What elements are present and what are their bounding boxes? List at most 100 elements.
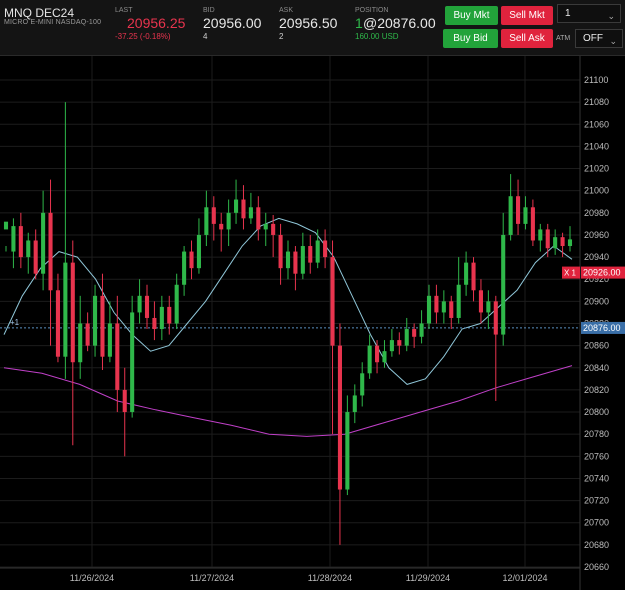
- candle-body: [234, 199, 239, 213]
- candle-body: [26, 240, 31, 258]
- candle-body: [360, 373, 365, 396]
- candle-body: [389, 340, 394, 352]
- price-tick-label: 20800: [584, 407, 609, 417]
- buy-bid-button[interactable]: Buy Bid: [443, 29, 498, 48]
- candle-body: [501, 234, 506, 335]
- candle-body: [78, 323, 83, 363]
- price-tick-label: 21100: [584, 75, 608, 85]
- last-change: -37.25 (-0.18%): [115, 32, 171, 41]
- candle-body: [486, 301, 491, 313]
- candle-body: [219, 223, 224, 230]
- candle-body: [130, 312, 135, 413]
- candle-body: [308, 246, 313, 263]
- price-chart[interactable]: 20660 20680 20700 20720 20740 20760 20780 20800…: [0, 56, 625, 590]
- atm-select[interactable]: OFF ⌄: [575, 29, 623, 48]
- candle-body: [345, 412, 350, 490]
- price-tick-label: 20920: [584, 274, 609, 284]
- candle-body: [204, 207, 209, 235]
- current-marker-badge: [562, 266, 580, 279]
- candle-body: [182, 251, 187, 285]
- price-tick-label: 20780: [584, 429, 609, 439]
- price-tick-label: 21020: [584, 164, 609, 174]
- price-tick-label: 20700: [584, 518, 609, 528]
- chevron-down-icon: ⌄: [607, 11, 615, 21]
- price-tick-label: 20660: [584, 562, 609, 572]
- last-label: LAST: [115, 7, 133, 14]
- candle-body: [493, 301, 498, 335]
- current-price-badge: [581, 266, 625, 279]
- candle-body: [397, 340, 402, 346]
- candle-body: [293, 251, 298, 274]
- candle-body: [211, 207, 216, 224]
- moving-average-short-line: [3, 217, 573, 385]
- candle-body: [560, 237, 565, 247]
- candle-body: [248, 207, 253, 219]
- candle-body: [471, 262, 476, 291]
- candle-body: [464, 262, 469, 285]
- price-chart-canvas[interactable]: 20660 20680 20700 20720 20740 20760 20780 20800…: [0, 56, 625, 590]
- atm-label: ATM: [556, 35, 571, 42]
- price-tick-label: 20900: [584, 296, 609, 306]
- price-tick-label: 20960: [584, 230, 609, 240]
- candle-body: [196, 234, 201, 269]
- candle-body: [48, 212, 53, 291]
- candle-body: [404, 329, 409, 346]
- time-tick-label: 11/26/2024: [70, 573, 114, 583]
- candle-body: [278, 234, 283, 269]
- candle-body: [137, 295, 142, 313]
- candle-body: [352, 395, 357, 413]
- quantity-value: 1: [565, 8, 571, 19]
- candle-body: [107, 323, 112, 357]
- bid-price: 20956.00: [203, 15, 262, 31]
- candle-body: [367, 345, 372, 374]
- candle-body: [315, 240, 320, 263]
- price-tick-label: 20720: [584, 496, 609, 506]
- candle-body: [11, 226, 16, 252]
- time-tick-label: 11/29/2024: [406, 573, 450, 583]
- candle-body: [337, 345, 342, 490]
- position-qty: 1: [355, 15, 363, 31]
- candle-body: [323, 240, 328, 258]
- position-tag: +1: [10, 318, 20, 327]
- ask-size: 2: [279, 32, 284, 41]
- bid-size: 4: [203, 32, 208, 41]
- bid-label: BID: [203, 7, 215, 14]
- candle-body: [530, 207, 535, 241]
- atm-value: OFF: [583, 33, 603, 44]
- candle-body: [271, 223, 276, 235]
- order-toolbar: MNQ DEC24 MICRO E-MINI NASDAQ-100 LAST 2…: [0, 0, 625, 56]
- chevron-down-icon: ⌄: [609, 36, 617, 46]
- buy-market-button[interactable]: Buy Mkt: [445, 6, 498, 25]
- candle-body: [55, 290, 60, 357]
- instrument-description: MICRO E-MINI NASDAQ-100: [4, 19, 102, 26]
- candle-body: [553, 237, 558, 249]
- candle-body: [33, 240, 38, 274]
- candle-body: [330, 257, 335, 346]
- candle-body: [241, 199, 246, 219]
- position-label: POSITION: [355, 7, 389, 14]
- candle-body: [93, 295, 98, 346]
- candle-body: [300, 246, 305, 274]
- candle-body: [115, 323, 120, 390]
- position-price: @20876.00: [363, 15, 436, 31]
- candle-body: [159, 306, 164, 330]
- price-tick-label: 20980: [584, 208, 609, 218]
- moving-average-long-line: [3, 365, 573, 437]
- position-pnl: 160.00 USD: [355, 32, 399, 41]
- sell-ask-button[interactable]: Sell Ask: [501, 29, 553, 48]
- candle-body: [456, 284, 461, 318]
- ask-price: 20956.50: [279, 15, 338, 31]
- ask-label: ASK: [279, 7, 294, 14]
- price-tick-label: 21000: [584, 186, 609, 196]
- price-tick-label: 20940: [584, 252, 609, 262]
- candle-body: [375, 345, 380, 363]
- candle-body: [41, 212, 46, 274]
- quantity-select[interactable]: 1 ⌄: [557, 4, 621, 23]
- candle-body: [538, 229, 543, 241]
- instrument-symbol[interactable]: MNQ DEC24: [4, 6, 75, 20]
- sell-market-button[interactable]: Sell Mkt: [501, 6, 553, 25]
- price-tick-label: 20760: [584, 451, 609, 461]
- candle-body: [412, 329, 417, 337]
- candle-body: [263, 223, 268, 230]
- candle-body: [419, 323, 424, 337]
